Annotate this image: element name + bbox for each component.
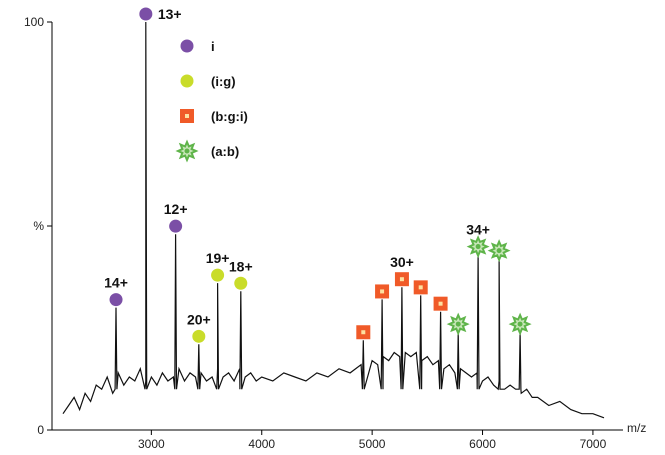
peak-label: 18+: [229, 258, 253, 274]
peak-marker-center: [380, 289, 385, 294]
peak-label: 30+: [390, 254, 414, 270]
peak-label: 19+: [206, 250, 230, 266]
peak-label: 14+: [104, 275, 128, 291]
peak-marker-center: [438, 301, 443, 306]
y-tick-label: 100: [24, 15, 44, 29]
axes: 0% 100 3000 4000 5000 6000 7000 m/z: [24, 15, 646, 451]
spectrum-layer: [62, 21, 605, 419]
x-axis-label: m/z: [627, 421, 646, 435]
legend: i (i:g) (b:g:i) (a:b): [175, 39, 248, 163]
peak-marker-center: [418, 285, 423, 290]
legend-marker: [180, 74, 194, 88]
legend-label: i: [211, 39, 215, 54]
legend-marker: [180, 39, 194, 53]
peak-marker: [169, 219, 183, 233]
x-tick-label: 4000: [248, 437, 275, 451]
peak-marker-center: [361, 330, 366, 335]
legend-marker-center: [185, 114, 189, 118]
legend-marker-center: [184, 148, 190, 154]
y-tick-label: %: [33, 219, 44, 233]
legend-label: (b:g:i): [211, 109, 248, 124]
peak-label: 20+: [187, 311, 211, 327]
peak-marker: [211, 268, 225, 282]
x-tick-label: 5000: [359, 437, 386, 451]
x-tick-label: 6000: [469, 437, 496, 451]
x-tick-label: 3000: [138, 437, 165, 451]
peak-marker: [139, 7, 153, 21]
peaks-layer: 14+ 13+ 12+ 20+ 19+18+ 30+ 34+: [104, 6, 532, 343]
peak-marker-center: [496, 248, 502, 254]
peak-marker-center: [455, 321, 461, 327]
peak-marker-center: [399, 277, 404, 282]
peak-label: 13+: [158, 6, 182, 22]
legend-label: (a:b): [211, 144, 239, 159]
peak-label: 12+: [164, 201, 188, 217]
peak-marker: [192, 329, 206, 343]
peak-marker-center: [517, 321, 523, 327]
legend-label: (i:g): [211, 74, 236, 89]
peak-marker: [234, 276, 248, 290]
y-tick-label: 0: [37, 423, 44, 437]
spectrum-line: [62, 21, 605, 419]
peak-marker: [109, 293, 123, 307]
peak-label: 34+: [466, 222, 490, 238]
x-tick-label: 7000: [580, 437, 607, 451]
peak-marker-center: [475, 244, 481, 250]
